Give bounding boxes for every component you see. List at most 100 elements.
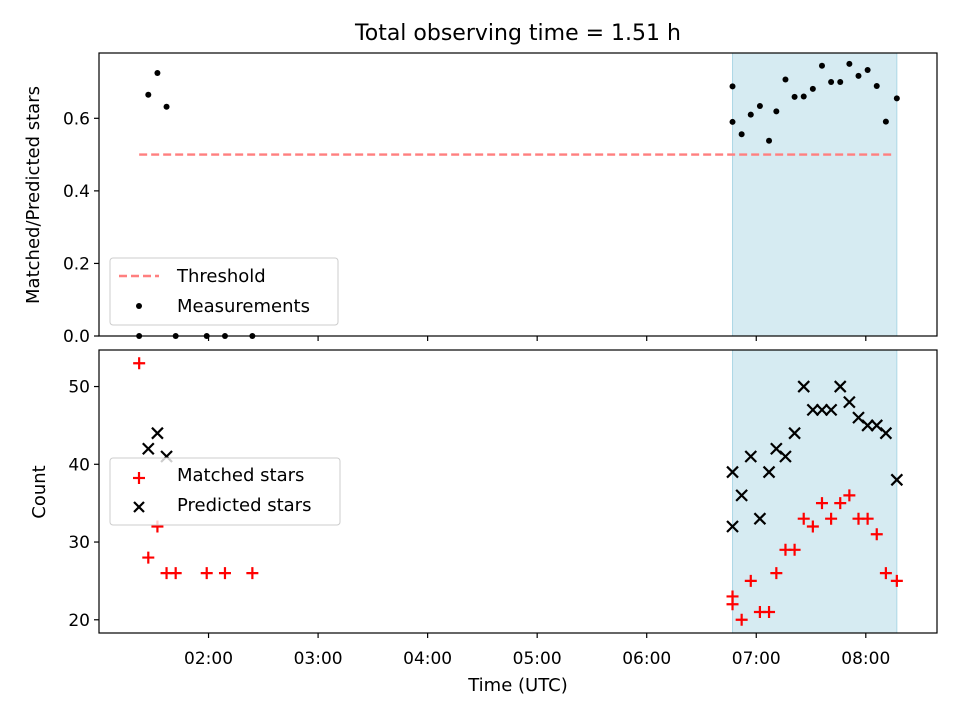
measurement-point bbox=[766, 137, 773, 144]
bottom-y-axis-label: Count bbox=[29, 465, 50, 518]
matched-star-point bbox=[133, 357, 146, 370]
top-x-ticks bbox=[207, 336, 867, 341]
bottom-x-ticks: 02:00 03:00 04:00 05:00 06:00 07:00 08:00 bbox=[184, 633, 890, 669]
y-tick-label: 40 bbox=[68, 455, 90, 475]
predicted-star-point bbox=[797, 380, 811, 393]
predicted-star-point bbox=[726, 520, 739, 533]
x-tick-label: 07:00 bbox=[732, 649, 781, 669]
matched-star-point bbox=[890, 574, 903, 587]
top-legend: Threshold Measurements bbox=[109, 257, 339, 326]
top-axes-frame bbox=[98, 52, 938, 337]
y-tick-label: 0.0 bbox=[63, 327, 90, 347]
bottom-shaded-span-layer bbox=[732, 349, 898, 634]
matched-star-point bbox=[788, 543, 801, 556]
matched-star-point bbox=[246, 567, 259, 580]
matched-star-point bbox=[870, 528, 883, 541]
top-panel: 0.0 0.2 0.4 0.6 Matched/Predicted stars Thr… bbox=[23, 52, 938, 347]
measurement-point bbox=[773, 108, 780, 115]
chart-title: Total observing time = 1.51 h bbox=[354, 21, 681, 46]
x-axis-label: Time (UTC) bbox=[467, 675, 568, 696]
predicted-star-point bbox=[843, 395, 856, 409]
measurement-point bbox=[729, 83, 736, 90]
matched-star-point bbox=[806, 520, 819, 533]
measurements-legend-marker bbox=[136, 303, 142, 309]
x-tick-label: 03:00 bbox=[294, 649, 343, 669]
predicted-star-point bbox=[788, 426, 801, 440]
measurement-point bbox=[729, 118, 736, 125]
predicted-star-point bbox=[890, 473, 904, 487]
y-tick-label: 0.6 bbox=[63, 109, 90, 129]
matched-star-point bbox=[770, 567, 783, 580]
measurement-point bbox=[855, 72, 862, 79]
predicted-star-point bbox=[735, 489, 748, 502]
matched-star-point bbox=[142, 551, 155, 564]
predicted-star-point bbox=[815, 403, 829, 417]
matched-star-point bbox=[834, 497, 847, 510]
measurement-point bbox=[818, 62, 825, 69]
counts-layer bbox=[133, 357, 904, 626]
predicted-star-point bbox=[833, 380, 847, 393]
predicted-star-point bbox=[151, 426, 164, 440]
predicted-star-point bbox=[861, 419, 874, 432]
measurement-point bbox=[791, 93, 798, 100]
measurement-point bbox=[738, 131, 745, 138]
x-tick-label: 04:00 bbox=[403, 649, 452, 669]
measurement-point bbox=[756, 102, 763, 109]
measurement-point bbox=[864, 67, 871, 74]
measurement-point bbox=[782, 76, 789, 83]
matched-star-point bbox=[797, 512, 810, 525]
x-tick-label: 06:00 bbox=[622, 649, 671, 669]
bottom-axes-frame bbox=[98, 349, 938, 634]
matched-star-point bbox=[726, 598, 739, 611]
matched-star-point bbox=[861, 512, 874, 525]
top-shaded-span-layer bbox=[732, 52, 898, 337]
measurement-point bbox=[873, 83, 880, 90]
matched-star-point bbox=[815, 497, 828, 510]
predicted-star-point bbox=[762, 465, 776, 479]
matched-star-point bbox=[200, 567, 213, 580]
matched-star-point bbox=[825, 512, 838, 525]
matched-legend-marker bbox=[133, 472, 145, 484]
y-tick-label: 0.2 bbox=[63, 254, 90, 274]
threshold-legend-label: Threshold bbox=[176, 266, 266, 287]
y-tick-label: 30 bbox=[68, 533, 90, 553]
shaded-span bbox=[732, 349, 898, 634]
predicted-legend-marker bbox=[133, 501, 145, 513]
top-y-axis-label: Matched/Predicted stars bbox=[23, 86, 44, 304]
predicted-star-point bbox=[726, 465, 739, 479]
matched-star-point bbox=[735, 613, 748, 626]
top-legend-box bbox=[109, 257, 339, 326]
predicted-star-point bbox=[744, 450, 758, 463]
matched-legend-label: Matched stars bbox=[177, 465, 304, 486]
measurement-point bbox=[747, 111, 754, 118]
measurement-point bbox=[800, 93, 807, 100]
measurement-point bbox=[163, 103, 170, 110]
measurement-point bbox=[145, 91, 152, 98]
predicted-star-point bbox=[879, 426, 893, 440]
predicted-star-point bbox=[806, 403, 820, 417]
predicted-legend-label: Predicted stars bbox=[177, 495, 311, 516]
x-tick-label: 02:00 bbox=[184, 649, 233, 669]
matched-star-point bbox=[169, 567, 182, 580]
measurement-point bbox=[154, 69, 161, 76]
measurement-point bbox=[828, 79, 835, 86]
y-tick-label: 0.4 bbox=[63, 182, 90, 202]
matched-star-point bbox=[879, 567, 892, 580]
y-tick-label: 50 bbox=[68, 378, 90, 398]
x-tick-label: 05:00 bbox=[513, 649, 562, 669]
bottom-legend-box bbox=[109, 457, 341, 526]
measurement-point bbox=[893, 95, 900, 102]
matched-star-point bbox=[744, 574, 757, 587]
bottom-y-ticks: 20 30 40 50 bbox=[68, 378, 99, 631]
predicted-star-point bbox=[142, 442, 155, 456]
x-tick-label: 08:00 bbox=[841, 649, 890, 669]
measurement-point bbox=[882, 118, 889, 125]
predicted-star-point bbox=[824, 403, 838, 417]
measurement-point bbox=[837, 79, 844, 86]
matched-star-point bbox=[218, 567, 231, 580]
predicted-star-point bbox=[753, 512, 767, 525]
shaded-span bbox=[732, 52, 898, 337]
predicted-star-point bbox=[779, 450, 792, 463]
